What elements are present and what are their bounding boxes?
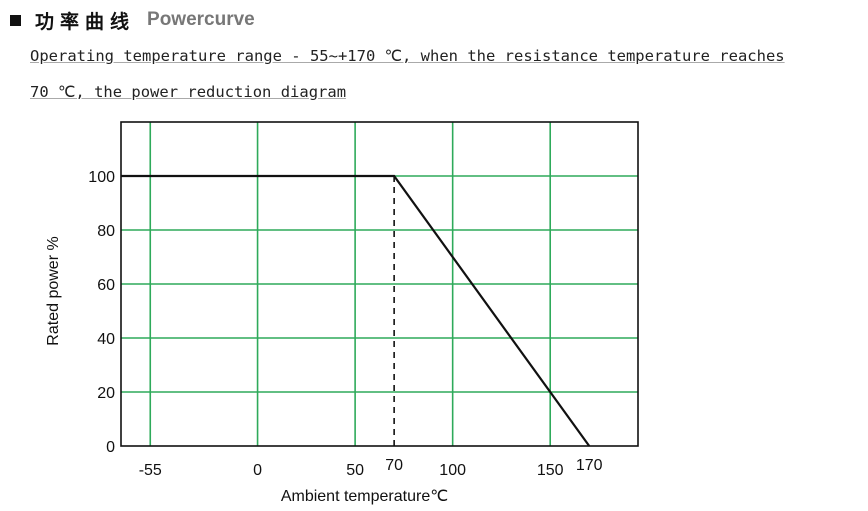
x-tick-label: 100 <box>439 462 466 479</box>
y-tick-label: 0 <box>106 439 115 456</box>
x-axis-label: Ambient temperature℃ <box>281 488 448 505</box>
y-tick-label: 40 <box>97 331 115 348</box>
x-tick-label: 0 <box>253 462 262 479</box>
power-curve-line <box>121 174 591 447</box>
section-heading: 功率曲线 Powercurve <box>10 6 255 34</box>
x-tick-label: 170 <box>576 457 603 474</box>
x-tick-label: 150 <box>537 462 564 479</box>
y-tick-label: 60 <box>97 277 115 294</box>
description-line-1: Operating temperature range - 55~+170 ℃,… <box>30 47 785 65</box>
y-tick-label: 100 <box>88 169 115 186</box>
heading-chinese: 功率曲线 <box>35 10 136 33</box>
description-line-2: 70 ℃, the power reduction diagram <box>30 83 347 101</box>
heading-english: Powercurve <box>147 9 255 30</box>
y-tick-label: 80 <box>97 223 115 240</box>
x-tick-label: 50 <box>346 462 364 479</box>
x-tick-label: 70 <box>385 457 403 474</box>
plot-frame <box>120 121 639 447</box>
y-tick-label: 20 <box>97 385 115 402</box>
x-tick-label: -55 <box>139 462 162 479</box>
y-axis-label: Rated power % <box>45 236 62 345</box>
square-bullet-icon <box>10 14 21 26</box>
